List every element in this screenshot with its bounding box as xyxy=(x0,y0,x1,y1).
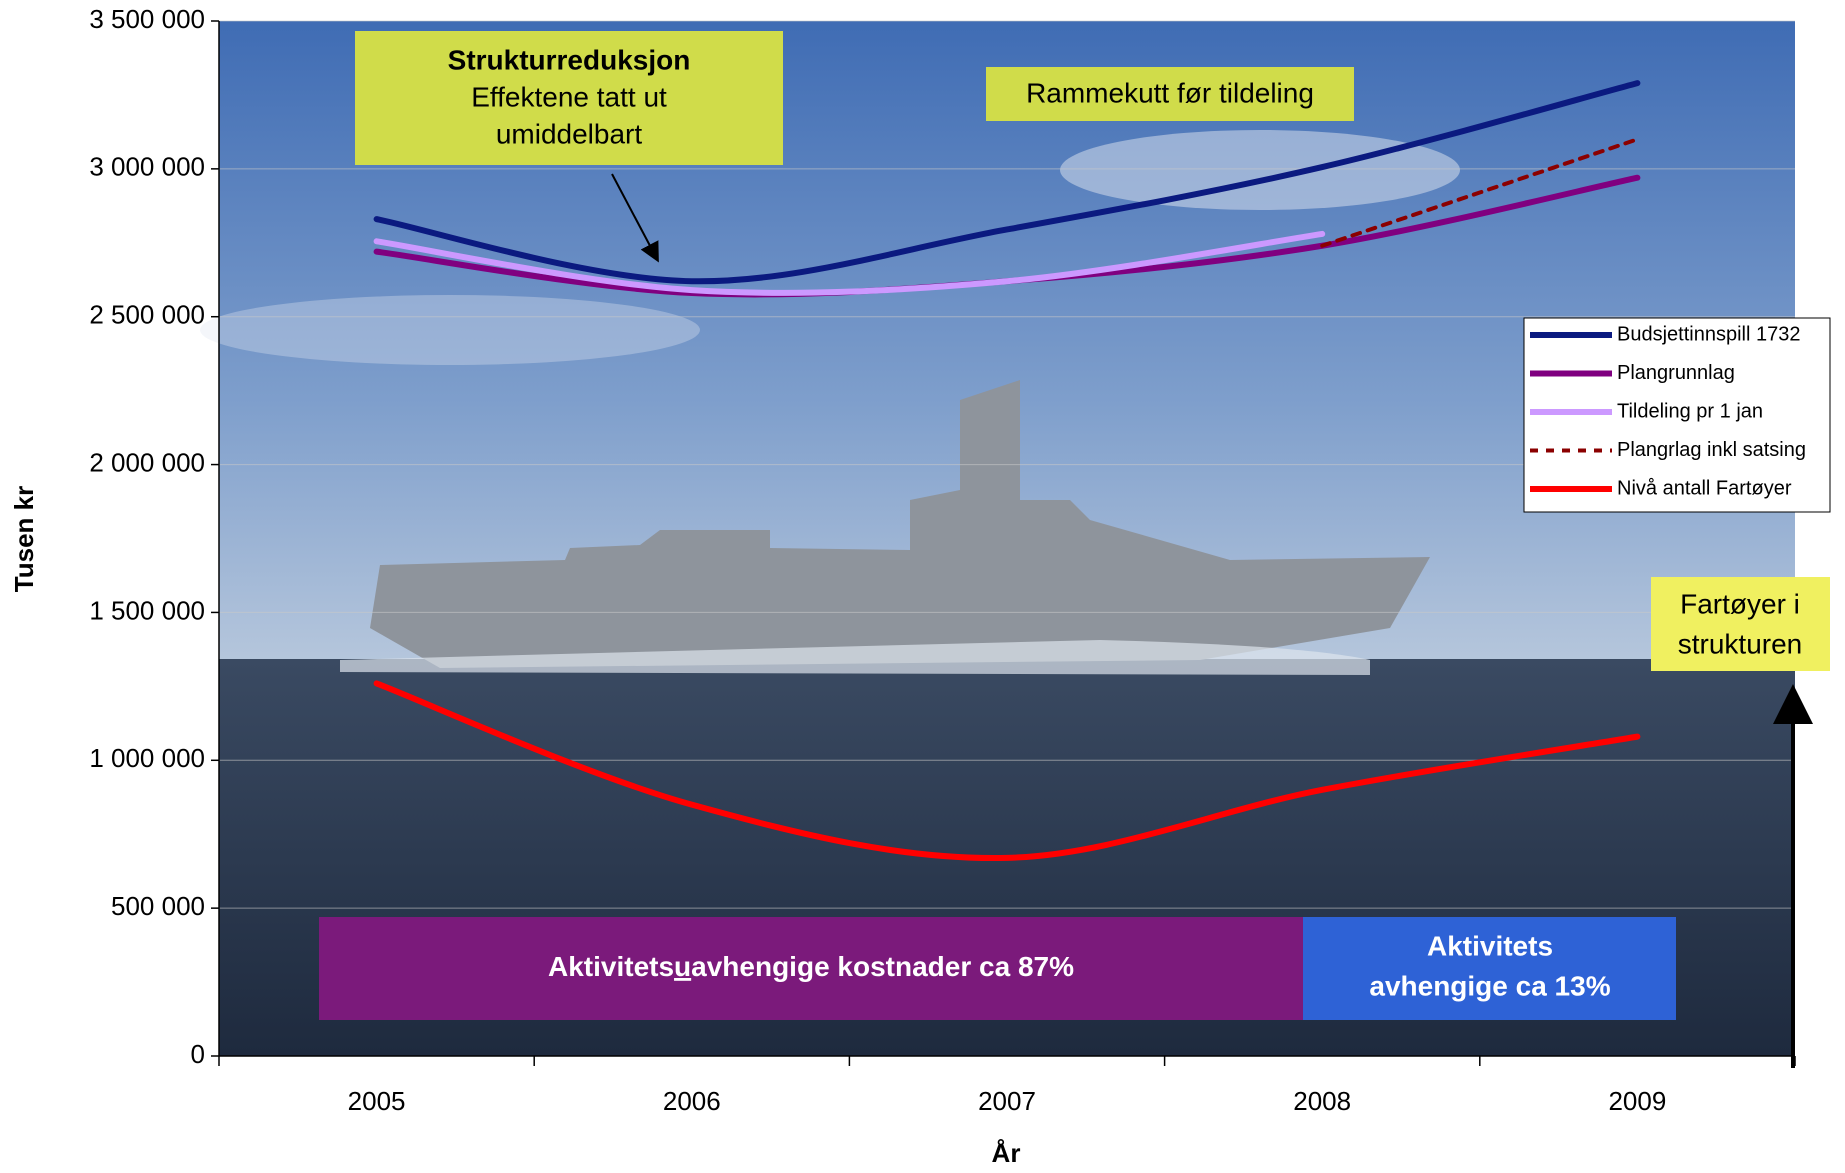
annotation-box xyxy=(1651,577,1830,671)
legend-label: Tildeling pr 1 jan xyxy=(1617,400,1763,422)
y-tick-label: 2 500 000 xyxy=(89,300,205,330)
x-axis-label: År xyxy=(992,1138,1021,1168)
x-tick-label: 2008 xyxy=(1293,1086,1351,1116)
y-tick-label: 500 000 xyxy=(111,891,205,921)
annotation-box xyxy=(1303,917,1676,1020)
x-tick-label: 2007 xyxy=(978,1086,1036,1116)
background-photo xyxy=(200,21,1795,1056)
annotation-text: Aktivitetsuavhengige kostnader ca 87% xyxy=(548,951,1074,982)
annotation-struktur: Strukturreduksjon Effektene tatt ut umid… xyxy=(355,31,783,165)
x-tick-label: 2005 xyxy=(348,1086,406,1116)
annotation-box xyxy=(319,917,1303,1020)
y-tick-label: 3 000 000 xyxy=(89,152,205,182)
text-part: u xyxy=(674,951,691,982)
series-line xyxy=(373,680,1641,862)
annotation-text: avhengige ca 13% xyxy=(1369,970,1610,1001)
legend-label: Budsjettinnspill 1732 xyxy=(1617,323,1800,345)
annotation-box xyxy=(986,67,1354,121)
series-line xyxy=(373,80,1641,285)
series-line xyxy=(373,230,1326,296)
annotation-text: Strukturreduksjon xyxy=(448,44,691,75)
annotation-text: Fartøyer i xyxy=(1680,588,1800,619)
annotation-arrow xyxy=(611,173,659,263)
legend: Budsjettinnspill 1732 Plangrunnlag Tildeli… xyxy=(1523,317,1831,513)
y-tick-label: 1 000 000 xyxy=(89,743,205,773)
y-tick-label: 0 xyxy=(191,1039,205,1069)
annotation-text: Rammekutt før tildeling xyxy=(1026,77,1314,108)
legend-label: Nivå antall Fartøyer xyxy=(1617,477,1792,499)
annotation-text: Aktivitets xyxy=(1427,930,1553,961)
y-axis-label: Tusen kr xyxy=(9,486,39,592)
annotation-text: strukturen xyxy=(1678,628,1803,659)
annotation-box xyxy=(355,31,783,165)
y-tick-label: 3 500 000 xyxy=(89,4,205,34)
text-part: avhengige kostnader ca 87% xyxy=(691,951,1074,982)
plot xyxy=(373,80,1641,862)
y-tick-label: 2 000 000 xyxy=(89,447,205,477)
y-tick-label: 1 500 000 xyxy=(89,595,205,625)
x-tick-label: 2009 xyxy=(1608,1086,1666,1116)
series-line xyxy=(1320,137,1640,248)
grid xyxy=(211,20,1796,1066)
text-part: Aktivitets xyxy=(548,951,674,982)
legend-label: Plangrlag inkl satsing xyxy=(1617,439,1806,461)
x-tick-label: 2006 xyxy=(663,1086,721,1116)
legend-label: Plangrunnlag xyxy=(1617,362,1735,384)
annotation-text: Effektene tatt ut xyxy=(471,81,667,112)
annotation-text: umiddelbart xyxy=(496,118,643,149)
